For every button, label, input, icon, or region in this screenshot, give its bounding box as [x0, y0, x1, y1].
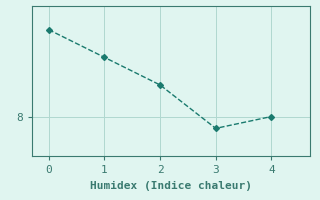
X-axis label: Humidex (Indice chaleur): Humidex (Indice chaleur): [90, 181, 252, 191]
